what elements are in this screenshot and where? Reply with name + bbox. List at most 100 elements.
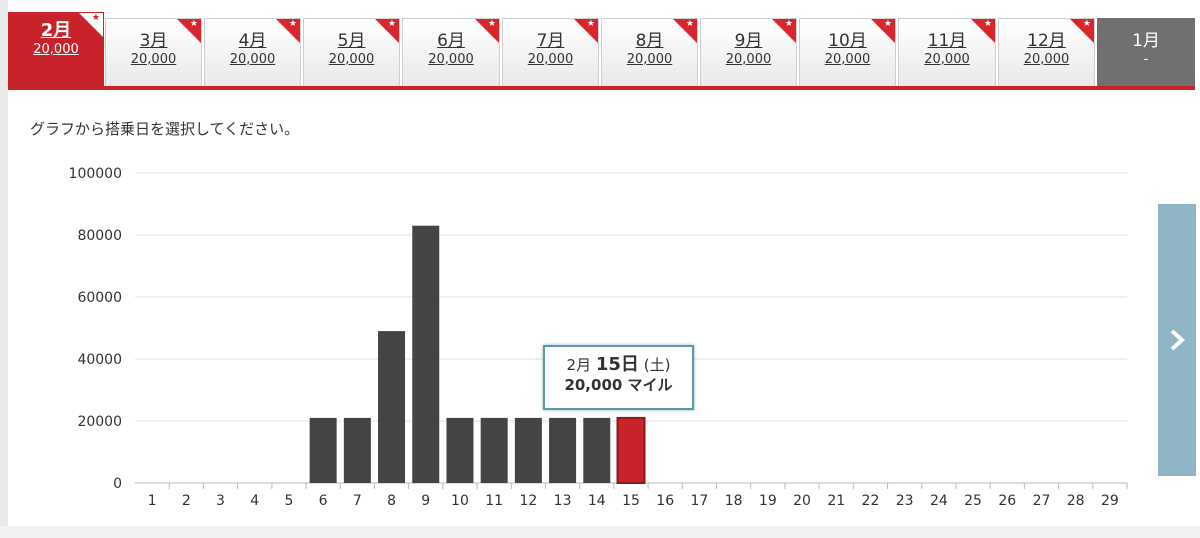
tooltip-miles: 20,000 マイル [564, 376, 673, 394]
tab-month-label: 9月 [734, 31, 763, 51]
tab-month-6[interactable]: 7月 20,000 ★ [502, 18, 599, 88]
y-tick-label: 60000 [77, 290, 122, 306]
tab-month-11[interactable]: 12月 20,000 ★ [998, 18, 1095, 88]
x-tick-label: 6 [319, 493, 328, 509]
y-tick-label: 100000 [69, 166, 122, 182]
star-badge-icon: ★ [276, 19, 300, 43]
x-tick-label: 9 [421, 493, 430, 509]
tab-miles-label: 20,000 [1023, 52, 1070, 67]
x-tick-label: 20 [793, 493, 811, 509]
x-tick-label: 1 [148, 493, 157, 509]
x-tick-label: 13 [554, 493, 572, 509]
y-tick-label: 80000 [77, 228, 122, 244]
bar[interactable] [480, 417, 508, 483]
tab-month-label: 5月 [337, 31, 366, 51]
tab-miles-label: 20,000 [824, 52, 871, 67]
tab-miles-label: 20,000 [626, 52, 673, 67]
bar[interactable] [412, 225, 440, 483]
y-tick-label: 40000 [77, 352, 122, 368]
tab-month-label: 3月 [139, 31, 168, 51]
tab-month-5[interactable]: 6月 20,000 ★ [402, 18, 500, 88]
x-tick-label: 29 [1101, 493, 1119, 509]
y-tick-label: 0 [113, 476, 122, 492]
x-tick-label: 28 [1067, 493, 1085, 509]
x-tick-label: 16 [656, 493, 674, 509]
tab-month-label: 10月 [828, 31, 867, 51]
star-glyph: ★ [883, 19, 892, 29]
x-tick-label: 8 [387, 493, 396, 509]
next-button[interactable] [1158, 204, 1196, 476]
bar[interactable] [514, 417, 542, 483]
tab-month-label: 4月 [238, 31, 267, 51]
star-badge-icon: ★ [871, 19, 895, 43]
star-glyph: ★ [487, 19, 496, 29]
tab-month-label: 7月 [536, 31, 565, 51]
star-glyph: ★ [189, 19, 198, 29]
x-tick-label: 7 [353, 493, 362, 509]
tab-miles-label: - [1143, 52, 1149, 67]
bar[interactable] [343, 417, 371, 483]
x-tick-label: 22 [862, 493, 880, 509]
star-glyph: ★ [387, 19, 396, 29]
tabs-underline [8, 86, 1195, 90]
star-glyph: ★ [983, 19, 992, 29]
selected-bar[interactable] [616, 416, 646, 484]
x-tick-label: 5 [284, 493, 293, 509]
left-frame-border [0, 0, 8, 538]
bar[interactable] [446, 417, 474, 483]
tab-month-3[interactable]: 4月 20,000 ★ [204, 18, 301, 88]
tab-month-10[interactable]: 11月 20,000 ★ [898, 18, 996, 88]
star-glyph: ★ [586, 19, 595, 29]
x-tick-label: 2 [182, 493, 191, 509]
x-tick-label: 10 [451, 493, 469, 509]
tab-miles-label: 20,000 [924, 52, 970, 67]
star-glyph: ★ [288, 19, 297, 29]
tab-miles-label: 20,000 [725, 52, 772, 67]
tab-month-label: 12月 [1027, 31, 1066, 51]
x-tick-label: 21 [827, 493, 845, 509]
tab-month-label: 8月 [635, 31, 664, 51]
star-glyph: ★ [1082, 19, 1091, 29]
bottom-band [0, 526, 1200, 538]
tab-month-label: 2月 [40, 20, 72, 41]
tab-month-9[interactable]: 10月 20,000 ★ [799, 18, 896, 88]
star-badge-icon: ★ [971, 19, 995, 43]
tab-miles-label: 20,000 [33, 42, 79, 57]
bar[interactable] [309, 417, 337, 483]
star-badge-icon: ★ [1070, 19, 1094, 43]
tab-month-7[interactable]: 8月 20,000 ★ [601, 18, 698, 88]
x-tick-label: 23 [896, 493, 914, 509]
x-tick-label: 24 [930, 493, 948, 509]
month-tabs: 2月 20,000 ★ 3月 20,000 ★ 4月 20,000 ★ 5月 20,000 ★ 6月 20… [8, 12, 1195, 88]
x-tick-label: 19 [759, 493, 777, 509]
tab-month-1[interactable]: 2月 20,000 ★ [8, 12, 104, 88]
chevron-right-icon [1170, 329, 1185, 351]
x-tick-label: 4 [250, 493, 259, 509]
tab-month-4[interactable]: 5月 20,000 ★ [303, 18, 400, 88]
bar[interactable] [378, 331, 406, 483]
tab-month-8[interactable]: 9月 20,000 ★ [700, 18, 797, 88]
selected-date-tooltip: 2月 15日 (土) 20,000 マイル [543, 345, 694, 410]
tab-month-label: 11月 [927, 31, 967, 51]
star-badge-icon: ★ [673, 19, 697, 43]
tab-month-2[interactable]: 3月 20,000 ★ [105, 18, 202, 88]
tab-miles-label: 20,000 [130, 52, 177, 67]
x-tick-label: 26 [998, 493, 1016, 509]
tooltip-weekday: (土) [643, 356, 671, 374]
bar[interactable] [549, 417, 577, 483]
x-tick-label: 17 [690, 493, 708, 509]
star-badge-icon: ★ [177, 19, 201, 43]
star-badge-icon: ★ [574, 19, 598, 43]
star-glyph: ★ [91, 13, 100, 23]
x-tick-label: 25 [964, 493, 982, 509]
tab-miles-label: 20,000 [328, 52, 375, 67]
x-tick-label: 18 [725, 493, 743, 509]
bar[interactable] [583, 417, 611, 483]
instruction-text: グラフから搭乗日を選択してください。 [30, 120, 300, 138]
tab-miles-label: 20,000 [428, 52, 474, 67]
tab-miles-label: 20,000 [527, 52, 574, 67]
star-badge-icon: ★ [772, 19, 796, 43]
star-glyph: ★ [784, 19, 793, 29]
x-tick-label: 27 [1033, 493, 1051, 509]
